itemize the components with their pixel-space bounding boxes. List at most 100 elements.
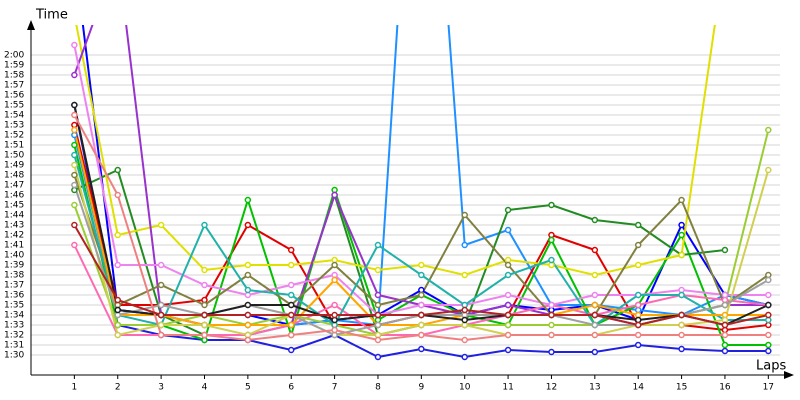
lap-point <box>591 301 599 309</box>
x-tick-label: 4 <box>202 383 208 393</box>
lap-point <box>244 196 252 204</box>
lap-point <box>71 181 78 189</box>
x-tick-label: 6 <box>288 383 294 393</box>
y-tick-label: 1:39 <box>4 261 24 271</box>
lap-point <box>765 311 772 319</box>
lap-point <box>331 261 338 269</box>
lap-point <box>461 316 468 324</box>
x-tick-label: 12 <box>546 383 557 393</box>
lap-point <box>244 336 252 344</box>
lap-point <box>157 261 165 269</box>
lap-point <box>114 296 121 304</box>
lap-point <box>504 226 512 234</box>
y-tick-label: 1:42 <box>4 231 24 241</box>
lap-point <box>634 341 642 349</box>
y-tick-label: 1:45 <box>4 201 24 211</box>
y-tick-label: 1:38 <box>4 271 24 281</box>
lap-point <box>721 321 729 329</box>
lap-point <box>287 291 295 299</box>
y-tick-label: 1:44 <box>4 211 24 221</box>
y-tick-label: 1:58 <box>4 71 24 81</box>
lap-point <box>201 266 208 274</box>
lap-point <box>331 326 338 334</box>
lap-point <box>201 321 208 329</box>
lap-point <box>634 331 642 339</box>
y-tick-label: 1:48 <box>4 171 24 181</box>
lap-point <box>591 331 599 339</box>
y-tick-label: 1:57 <box>4 81 24 91</box>
lap-point <box>504 346 512 354</box>
y-tick-label: 1:40 <box>4 251 24 261</box>
lap-point <box>721 246 729 254</box>
lap-point <box>201 331 208 339</box>
x-axis-title: Laps <box>756 359 786 374</box>
lap-point <box>591 246 599 254</box>
y-tick-label: 1:32 <box>4 331 24 341</box>
lap-point <box>287 331 295 339</box>
lap-point <box>678 251 685 259</box>
lap-point <box>374 301 382 309</box>
lap-point <box>418 345 425 353</box>
y-tick-label: 1:35 <box>4 301 24 311</box>
lap-point <box>374 241 382 249</box>
lap-point <box>678 231 685 239</box>
x-tick-label: 10 <box>459 383 471 393</box>
lap-point <box>634 241 642 249</box>
lap-point <box>418 301 425 309</box>
lap-point <box>287 281 295 289</box>
lap-point <box>157 221 165 229</box>
y-tick-label: 2:00 <box>4 51 24 61</box>
lap-point <box>721 291 729 299</box>
lap-point <box>418 331 425 339</box>
y-tick-label: 1:52 <box>4 131 24 141</box>
lap-point <box>634 301 642 309</box>
lap-point <box>114 166 121 174</box>
lap-point <box>634 291 642 299</box>
plot-area <box>71 25 772 361</box>
lap-point <box>374 336 382 344</box>
lap-point <box>244 286 252 294</box>
x-tick-label: 15 <box>676 383 687 393</box>
lap-point <box>71 141 78 149</box>
lap-point <box>71 101 78 109</box>
lap-point <box>374 321 382 329</box>
lap-point <box>374 266 382 274</box>
lap-point <box>461 306 468 314</box>
lap-point <box>114 321 121 329</box>
lap-point <box>765 291 772 299</box>
lap-point <box>287 311 295 319</box>
y-tick-label: 1:51 <box>4 141 24 151</box>
x-tick-label: 14 <box>632 383 644 393</box>
lap-point <box>157 311 165 319</box>
lap-point <box>504 261 512 269</box>
lap-point <box>374 311 382 319</box>
lap-point <box>287 321 295 329</box>
lap-point <box>678 221 685 229</box>
y-tick-label: 1:31 <box>4 341 24 351</box>
lap-point <box>548 256 555 264</box>
lap-point <box>591 271 599 279</box>
x-axis-arrow <box>784 371 794 379</box>
lap-point <box>504 206 512 214</box>
lap-point <box>678 345 685 353</box>
lap-point <box>71 241 78 249</box>
lap-point <box>418 261 425 269</box>
lap-point <box>114 261 121 269</box>
lap-point <box>721 301 729 309</box>
x-tick-label: 3 <box>158 383 164 393</box>
x-tick-label: 5 <box>245 383 251 393</box>
lap-point <box>591 311 599 319</box>
y-tick-label: 1:43 <box>4 221 24 231</box>
lap-point <box>634 261 642 269</box>
lap-point <box>548 321 555 329</box>
lap-point <box>591 216 599 224</box>
lap-point <box>721 341 729 349</box>
lap-point <box>201 221 208 229</box>
x-tick-label: 9 <box>418 383 424 393</box>
x-tick-label: 17 <box>763 383 774 393</box>
lap-point <box>765 347 772 355</box>
y-tick-label: 1:50 <box>4 151 24 161</box>
lap-point <box>374 291 382 299</box>
lap-point <box>157 331 165 339</box>
y-tick-label: 1:33 <box>4 321 24 331</box>
